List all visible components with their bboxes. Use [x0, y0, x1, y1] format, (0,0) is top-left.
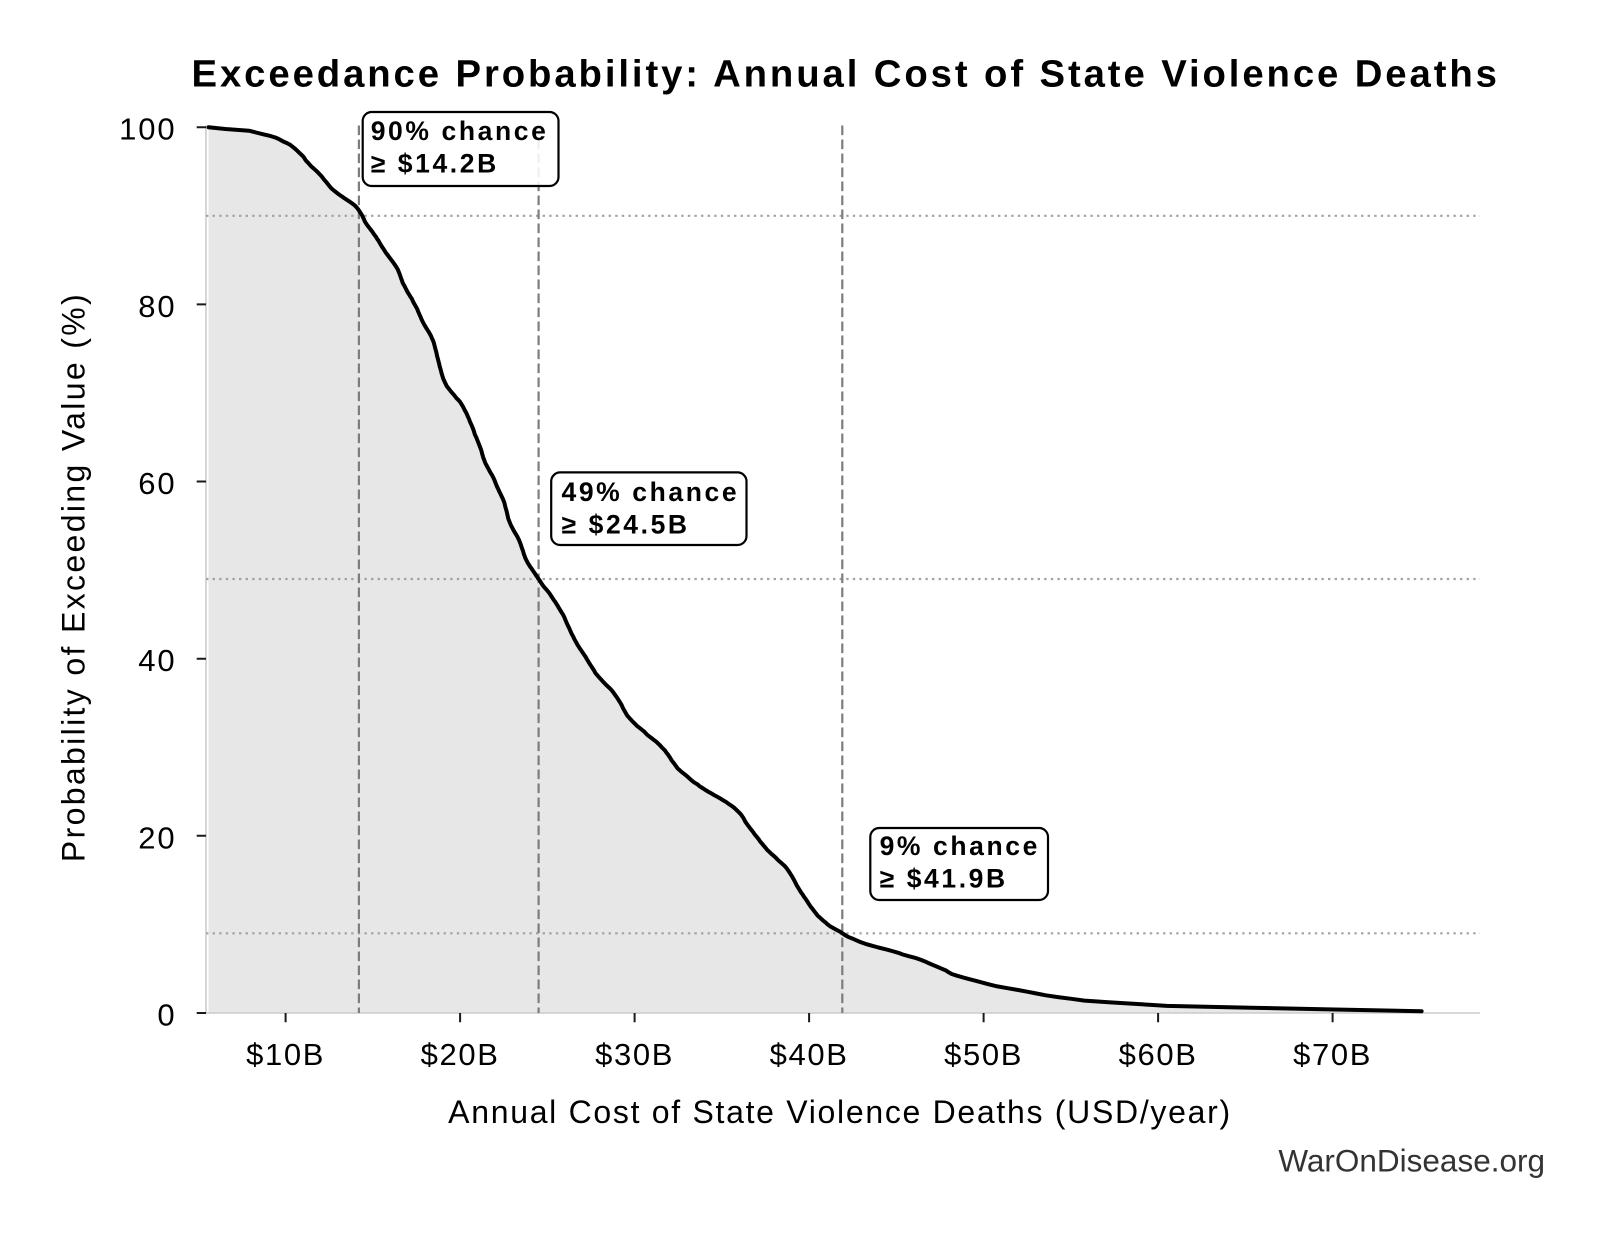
svg-text:60: 60 [138, 466, 176, 501]
svg-text:40: 40 [138, 643, 176, 678]
svg-text:$30B: $30B [595, 1037, 674, 1072]
svg-text:20: 20 [138, 820, 176, 855]
svg-text:49% chance: 49% chance [562, 477, 740, 507]
svg-text:≥ $41.9B: ≥ $41.9B [880, 864, 1008, 894]
svg-text:100: 100 [119, 112, 176, 147]
svg-text:$70B: $70B [1293, 1037, 1372, 1072]
svg-text:Probability of Exceeding Value: Probability of Exceeding Value (%) [56, 292, 92, 862]
svg-text:WarOnDisease.org: WarOnDisease.org [1278, 1143, 1545, 1179]
svg-text:90% chance: 90% chance [371, 116, 549, 146]
svg-text:$60B: $60B [1119, 1037, 1198, 1072]
svg-text:Annual Cost of State Violence: Annual Cost of State Violence Deaths (US… [448, 1094, 1232, 1130]
svg-text:0: 0 [157, 998, 176, 1033]
svg-text:$10B: $10B [246, 1037, 325, 1072]
svg-text:$50B: $50B [944, 1037, 1023, 1072]
svg-text:9% chance: 9% chance [880, 831, 1040, 861]
svg-text:≥ $24.5B: ≥ $24.5B [562, 510, 690, 540]
svg-text:Exceedance Probability: Annual: Exceedance Probability: Annual Cost of S… [192, 53, 1500, 96]
svg-text:≥ $14.2B: ≥ $14.2B [371, 148, 499, 178]
svg-text:$20B: $20B [421, 1037, 500, 1072]
svg-text:80: 80 [138, 289, 176, 324]
svg-text:$40B: $40B [770, 1037, 849, 1072]
